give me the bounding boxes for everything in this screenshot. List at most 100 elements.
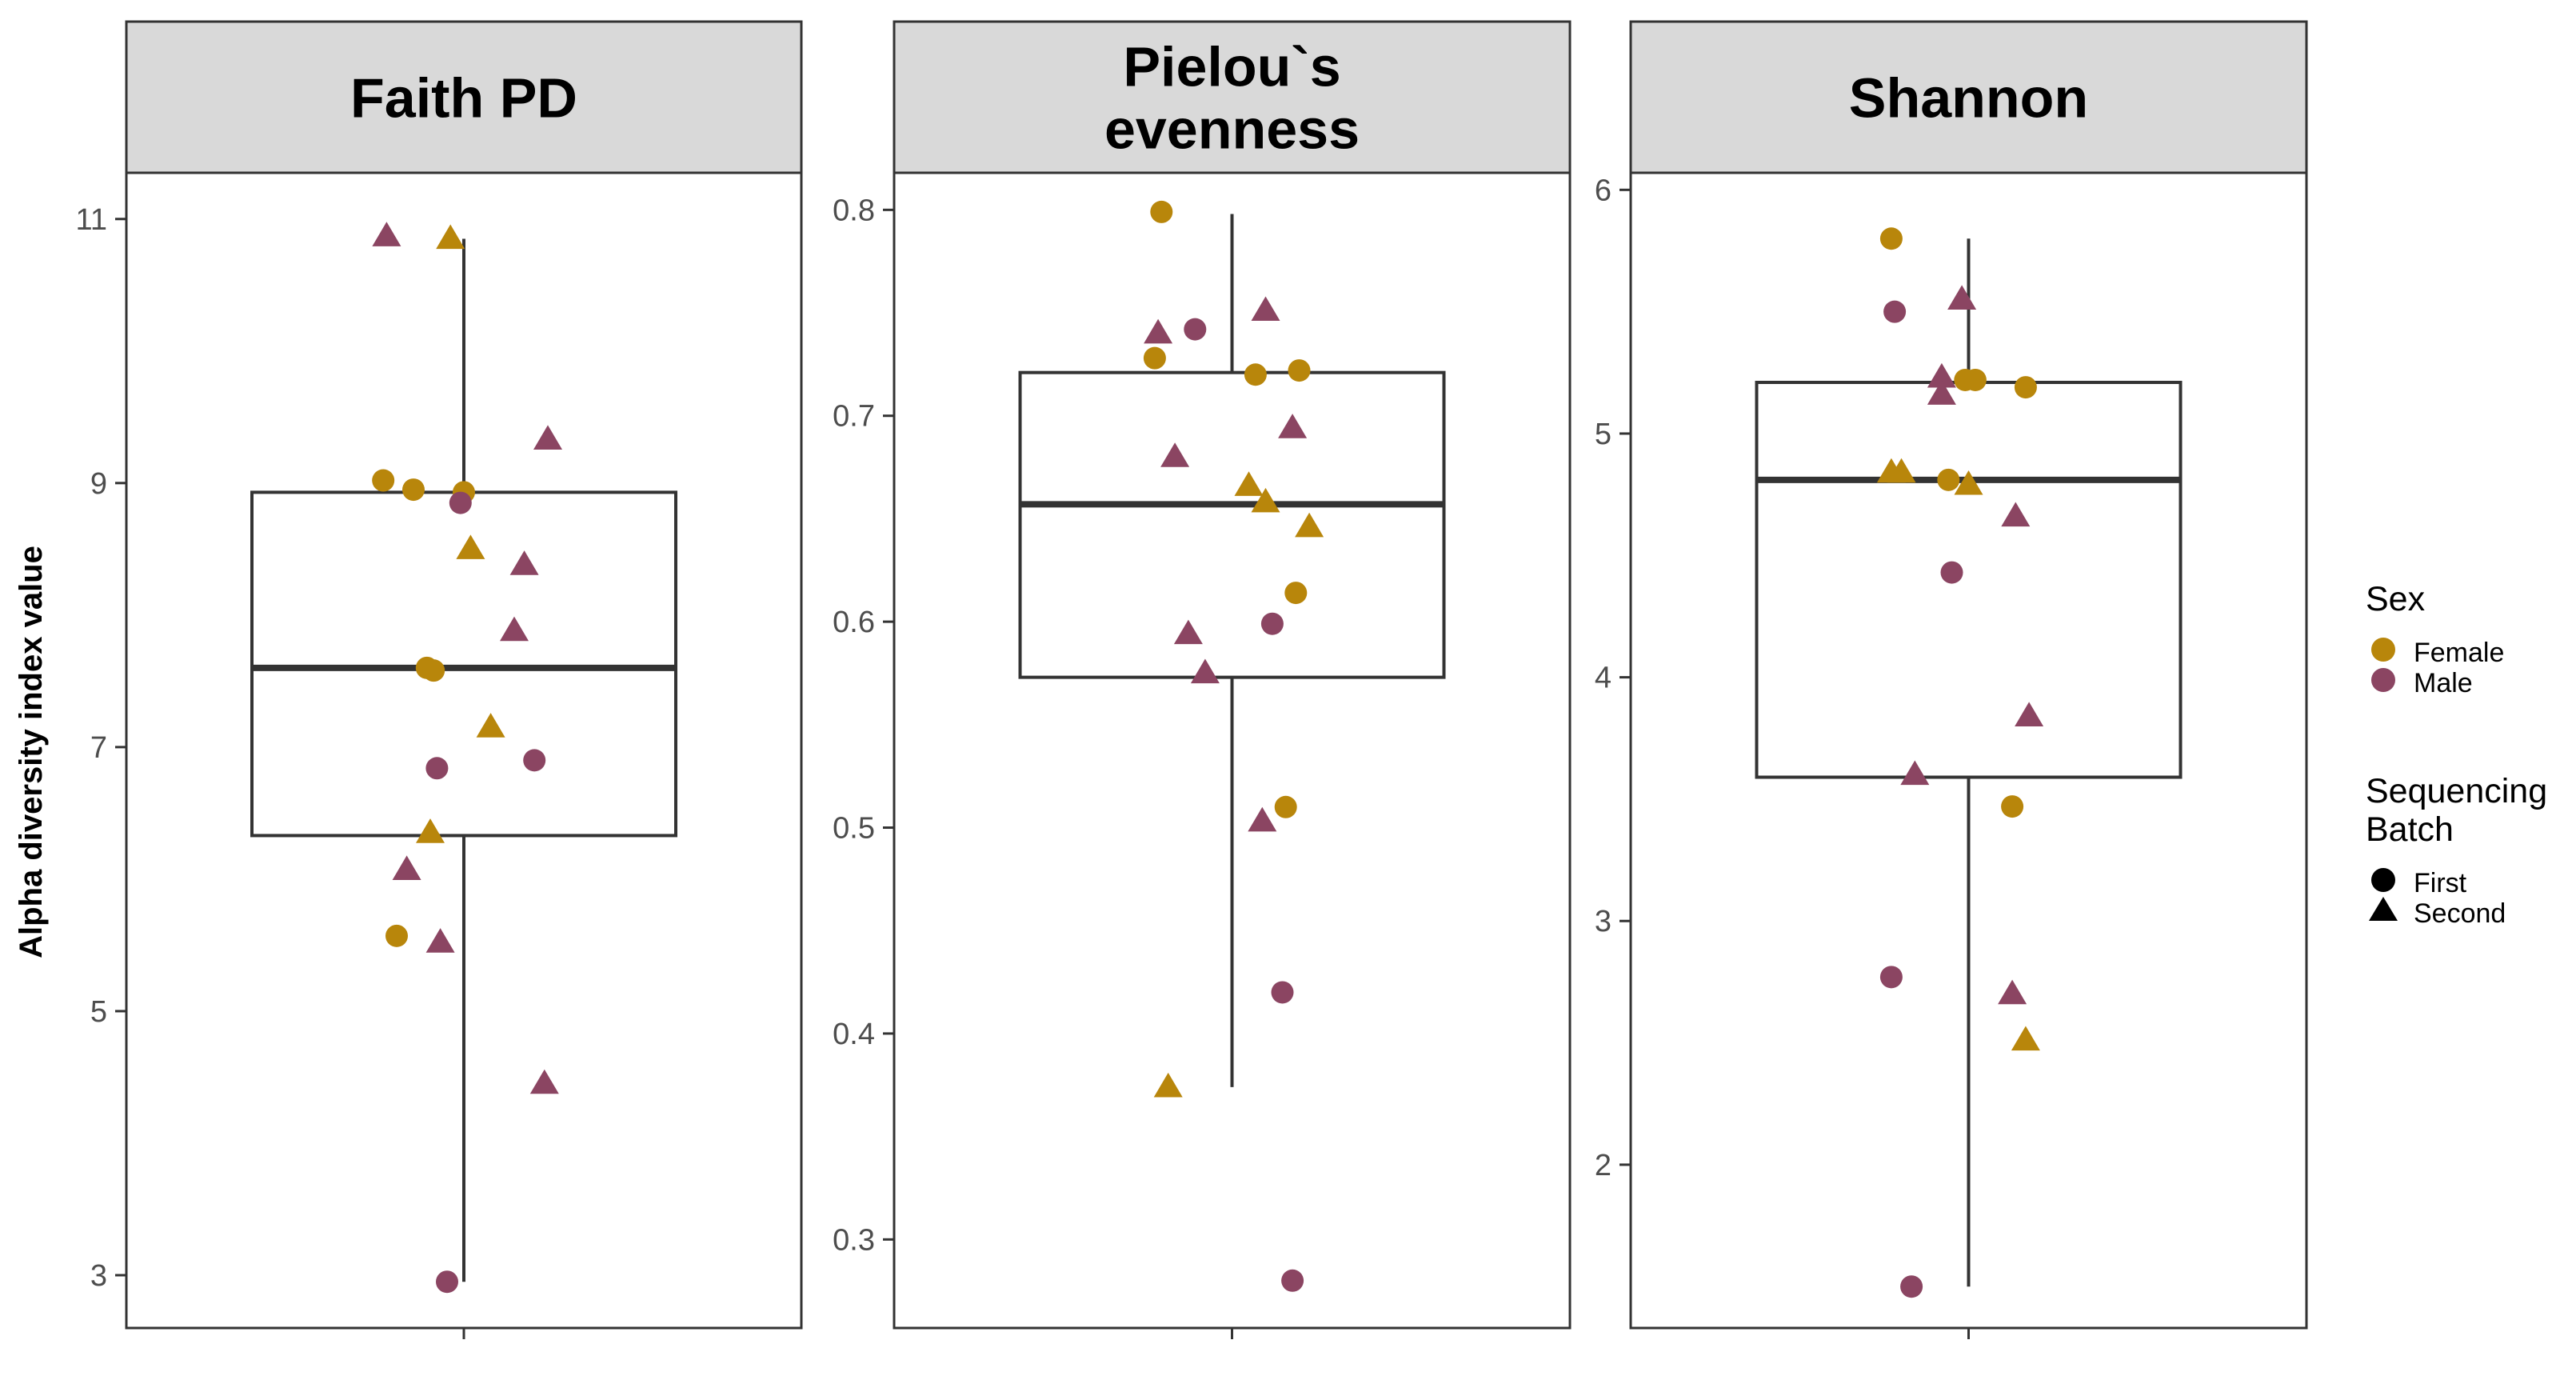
y-tick-label: 9 [90,467,107,501]
legend-sex-title: Sex [2366,580,2426,618]
data-point-triangle [1998,979,2027,1005]
data-point-triangle [509,550,539,575]
iqr-box [1018,370,1446,679]
data-point-triangle [416,818,445,843]
data-point-triangle [1947,285,1977,310]
data-point-circle [1284,582,1308,605]
data-point-triangle [1251,487,1280,513]
data-point-triangle [1144,318,1173,344]
y-axis-label: Alpha diversity index value [14,546,49,958]
y-tick-label: 4 [1595,662,1611,695]
data-point-triangle [2001,502,2031,527]
data-point-circle [1271,981,1294,1004]
facet-title: Shannon [1849,67,2088,130]
data-point-triangle [1927,380,1956,405]
data-point-triangle [1190,658,1220,684]
data-point-circle [1963,368,1987,391]
data-point-triangle [436,224,465,250]
data-point-triangle [2011,1026,2040,1051]
legend: Sex Female Male Sequencing Batch First S… [2366,580,2547,929]
data-point-circle [523,749,546,772]
y-tick-label: 0.7 [833,400,875,434]
facet-strip [893,20,1572,174]
data-point-circle [436,1270,458,1294]
legend-second-label: Second [2414,898,2506,929]
data-point-triangle [1153,1072,1183,1098]
data-point-triangle [1234,471,1264,496]
data-point-circle [1150,200,1173,223]
legend-first-label: First [2414,868,2467,898]
y-tick-label: 2 [1595,1149,1611,1182]
facet-panel: Shannon 2 3 4 5 6 [1595,20,2308,1339]
data-point-circle [1274,795,1297,818]
facet-title: Faith PD [350,67,577,130]
legend-second-key [2369,897,2398,921]
data-point-triangle [1248,806,1277,832]
data-point-triangle [392,855,421,880]
data-point-triangle [1927,362,1956,388]
data-point-circle [1281,1269,1304,1292]
data-point-circle [1937,468,1960,491]
data-point-triangle [533,425,562,450]
data-point-circle [1883,300,1907,323]
data-point-circle [449,491,472,514]
facet-title: evenness [1104,98,1360,161]
data-point-circle [2014,376,2037,399]
data-point-circle [1879,227,1903,250]
legend-female-key [2371,638,2395,662]
data-point-circle [1244,363,1267,386]
legend-first-key [2371,868,2395,892]
data-point-circle [1260,612,1284,635]
y-tick-label: 3 [90,1259,107,1293]
legend-batch-title-line1: Sequencing [2366,772,2547,810]
data-point-triangle [529,1069,559,1094]
y-tick-label: 0.5 [833,812,875,846]
data-point-circle [1184,318,1207,341]
data-point-circle [402,478,425,502]
data-point-circle [1940,561,1963,584]
data-point-triangle [476,713,505,738]
y-tick-label: 6 [1595,174,1611,207]
legend-male-key [2371,668,2395,692]
y-tick-label: 0.6 [833,606,875,639]
data-point-triangle [2015,702,2044,726]
data-point-triangle [1954,470,1983,495]
y-tick-label: 0.4 [833,1018,875,1051]
data-point-triangle [1160,442,1190,467]
data-point-circle [2001,795,2024,818]
data-point-circle [372,469,395,492]
y-tick-label: 5 [90,995,107,1029]
facet-title: Pielou`s [1123,36,1340,98]
data-point-triangle [372,222,401,246]
data-point-triangle [1900,760,1930,786]
data-point-triangle [1278,414,1308,438]
data-point-triangle [1173,619,1203,645]
y-tick-label: 7 [90,731,107,765]
data-point-circle [1288,359,1311,382]
data-point-triangle [1251,296,1280,322]
legend-male-label: Male [2414,668,2473,698]
data-point-triangle [1887,458,1916,483]
data-point-circle [1143,346,1166,370]
data-point-triangle [1295,512,1324,538]
y-tick-label: 3 [1595,905,1611,938]
legend-batch-title-line2: Batch [2366,810,2454,849]
data-point-circle [425,757,449,780]
data-point-triangle [500,616,529,642]
y-tick-label: 0.8 [833,194,875,227]
y-tick-label: 11 [76,203,107,237]
data-point-circle [1879,966,1903,989]
data-point-circle [1900,1275,1923,1298]
facet-strip [1629,20,2308,174]
facet-strip [125,20,803,174]
data-point-circle [385,924,408,947]
data-point-triangle [425,928,455,953]
facet-panel: Faith PD 3 5 7 9 11 [76,20,803,1339]
data-point-circle [422,659,445,682]
y-tick-label: 5 [1595,418,1611,451]
data-point-triangle [456,534,485,559]
y-tick-label: 0.3 [833,1223,875,1257]
